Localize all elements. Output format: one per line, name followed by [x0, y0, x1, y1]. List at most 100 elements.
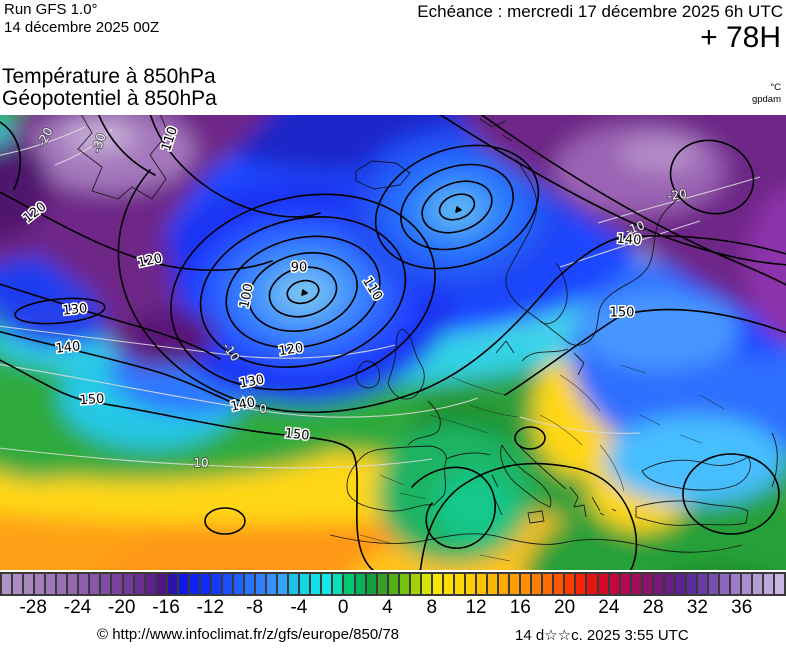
colorbar-cell [353, 574, 365, 594]
colorbar-cell [143, 574, 155, 594]
colorbar-cell [331, 574, 343, 594]
geopotential-contour-label: 140 [55, 339, 81, 357]
colorbar-cell [386, 574, 398, 594]
parameter-title-line2: Géopotentiel à 850hPa [2, 87, 217, 110]
colorbar-cell [220, 574, 232, 594]
colorbar-cell [187, 574, 199, 594]
unit-geopotential: gpdam [751, 94, 781, 105]
temperature-contour-label: -20 [666, 187, 687, 204]
colorbar-cell [607, 574, 619, 594]
colorbar-tick-label: -4 [290, 597, 308, 618]
colorbar-cell [519, 574, 531, 594]
colorbar-tick-label: -28 [19, 597, 47, 618]
copyright-url: © http://www.infoclimat.fr/z/gfs/europe/… [97, 626, 400, 643]
colorbar-tick-label: 20 [554, 597, 576, 618]
colorbar-tick-label: -8 [246, 597, 264, 618]
colorbar-cell [154, 574, 166, 594]
geopotential-contour-label: 120 [278, 341, 305, 359]
colorbar-cell [707, 574, 719, 594]
colorbar-tick-label: 4 [382, 597, 393, 618]
colorbar-cell [66, 574, 78, 594]
colorbar-tick-label: 8 [426, 597, 438, 618]
colorbar-ticks: -28 -24 -20 -16 -12 -8 -4 0 4 8 12 16 20 24 28 32 36 [0, 596, 786, 622]
geopotential-contour-label: 150 [79, 392, 105, 409]
colorbar-tick-label: 16 [509, 597, 531, 618]
geopotential-contour-label: 100 [237, 282, 257, 309]
colorbar-cell [618, 574, 630, 594]
colorbar-cell [441, 574, 453, 594]
colorbar-cell [231, 574, 244, 594]
geopotential-contours [0, 115, 786, 570]
colorbar-tick-label: 0 [337, 597, 349, 618]
colorbar-cell [673, 574, 685, 594]
colorbar-cell [132, 574, 144, 594]
colorbar-tick-label: -16 [152, 597, 180, 618]
colorbar-cell [22, 574, 34, 594]
colorbar-cell [375, 574, 387, 594]
colorbar-cell [596, 574, 608, 594]
colorbar-cell [629, 574, 641, 594]
colorbar-cell [33, 574, 45, 594]
colorbar-tick-label: 24 [598, 597, 620, 618]
colorbar-cell [55, 574, 67, 594]
colorbar-cell [530, 574, 542, 594]
model-run-info: Run GFS 1.0° 14 décembre 2025 00Z [4, 1, 159, 37]
geopotential-contour-label: 90 [291, 261, 308, 276]
colorbar-cell [695, 574, 707, 594]
colorbar-cell [563, 574, 575, 594]
temperature-contour-label: 10 [193, 456, 208, 470]
parameter-title: Température à 850hPa Géopotentiel à 850h… [2, 66, 217, 110]
colorbar-tick-label: -20 [108, 597, 136, 618]
colorbar [0, 572, 786, 596]
colorbar-cell [309, 574, 321, 594]
colorbar-tick-label: 28 [642, 597, 664, 618]
valid-time-label: Echéance : mercredi 17 décembre 2025 6h … [417, 2, 783, 21]
colorbar-cell [508, 574, 520, 594]
colorbar-tick-label: -12 [196, 597, 225, 618]
colorbar-cell [729, 574, 741, 594]
geopotential-contour-label: 150 [284, 426, 310, 444]
unit-labels: °C gpdam [752, 82, 781, 106]
generation-time: 14 d☆☆c. 2025 3:55 UTC [515, 627, 689, 644]
colorbar-cell [342, 574, 354, 594]
geopotential-contour-label: 140 [616, 232, 642, 249]
colorbar-tick-label: 36 [731, 597, 753, 618]
model-run-date: 14 décembre 2025 00Z [4, 19, 160, 36]
colorbar-cell [662, 574, 674, 594]
geopotential-contour-label: 150 [610, 306, 635, 321]
colorbar-cell [165, 574, 177, 594]
colorbar-cell [298, 574, 310, 594]
unit-temp: °C [770, 82, 781, 93]
colorbar-cell [176, 574, 188, 594]
colorbar-cell [88, 574, 100, 594]
colorbar-tick-label: 12 [465, 597, 487, 618]
footer: © http://www.infoclimat.fr/z/gfs/europe/… [0, 622, 786, 648]
colorbar-tick-label: -24 [63, 597, 92, 618]
colorbar-cell [77, 574, 89, 594]
colorbar-cell [640, 574, 652, 594]
colorbar-cell [99, 574, 111, 594]
colorbar-cell [265, 574, 277, 594]
parameter-title-line1: Température à 850hPa [2, 65, 216, 88]
colorbar-cell [408, 574, 420, 594]
colorbar-cell [574, 574, 586, 594]
colorbar-cell [773, 574, 785, 594]
colorbar-cell [419, 574, 431, 594]
colorbar-cell [243, 574, 255, 594]
colorbar-cell [740, 574, 752, 594]
colorbar-cell [651, 574, 663, 594]
colorbar-cell [276, 574, 288, 594]
colorbar-cell [397, 574, 409, 594]
country-borders [359, 364, 725, 562]
colorbar-cell [497, 574, 509, 594]
colorbar-cell [718, 574, 730, 594]
colorbar-cell [44, 574, 56, 594]
colorbar-cell [541, 574, 553, 594]
temperature-field [0, 115, 786, 570]
colorbar-cell [475, 574, 487, 594]
colorbar-cell [364, 574, 376, 594]
colorbar-cell [486, 574, 498, 594]
geopotential-contour-label: 130 [62, 301, 88, 319]
colorbar-cell [254, 574, 266, 594]
